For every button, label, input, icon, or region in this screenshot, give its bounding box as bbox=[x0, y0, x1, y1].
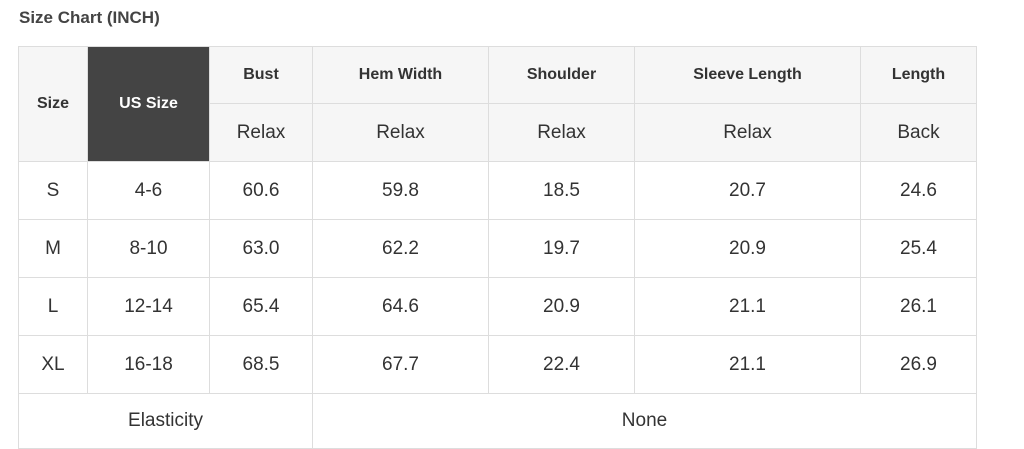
table-row: M 8-10 63.0 62.2 19.7 20.9 25.4 bbox=[18, 219, 977, 278]
elasticity-row: Elasticity None bbox=[18, 393, 977, 449]
sub-shoulder: Relax bbox=[488, 103, 635, 162]
cell-us-size: 16-18 bbox=[87, 335, 210, 394]
sub-hem-width: Relax bbox=[312, 103, 489, 162]
cell-bust: 60.6 bbox=[209, 161, 313, 220]
header-row: Size US Size Bust Hem Width Shoulder Sle… bbox=[18, 46, 977, 162]
header-us-size: US Size bbox=[87, 46, 210, 162]
sub-bust: Relax bbox=[209, 103, 313, 162]
cell-length: 25.4 bbox=[860, 219, 977, 278]
elasticity-label: Elasticity bbox=[18, 393, 313, 449]
cell-us-size: 8-10 bbox=[87, 219, 210, 278]
size-chart-title: Size Chart (INCH) bbox=[19, 8, 160, 27]
cell-shoulder: 22.4 bbox=[488, 335, 635, 394]
cell-length: 24.6 bbox=[860, 161, 977, 220]
cell-bust: 65.4 bbox=[209, 277, 313, 336]
table-row: S 4-6 60.6 59.8 18.5 20.7 24.6 bbox=[18, 161, 977, 220]
cell-length: 26.9 bbox=[860, 335, 977, 394]
header-sleeve-length: Sleeve Length bbox=[634, 46, 861, 104]
cell-us-size: 12-14 bbox=[87, 277, 210, 336]
cell-shoulder: 18.5 bbox=[488, 161, 635, 220]
sub-length: Back bbox=[860, 103, 977, 162]
header-bust: Bust bbox=[209, 46, 313, 104]
cell-hem-width: 59.8 bbox=[312, 161, 489, 220]
cell-hem-width: 67.7 bbox=[312, 335, 489, 394]
cell-size: XL bbox=[18, 335, 88, 394]
header-shoulder: Shoulder bbox=[488, 46, 635, 104]
cell-hem-width: 62.2 bbox=[312, 219, 489, 278]
header-hem-width: Hem Width bbox=[312, 46, 489, 104]
table-row: L 12-14 65.4 64.6 20.9 21.1 26.1 bbox=[18, 277, 977, 336]
cell-shoulder: 19.7 bbox=[488, 219, 635, 278]
cell-us-size: 4-6 bbox=[87, 161, 210, 220]
cell-size: S bbox=[18, 161, 88, 220]
subheader-row: Relax Relax Relax Relax Back bbox=[19, 103, 977, 162]
cell-sleeve-length: 20.7 bbox=[634, 161, 861, 220]
cell-size: L bbox=[18, 277, 88, 336]
size-chart-table: Size US Size Bust Hem Width Shoulder Sle… bbox=[18, 46, 977, 449]
cell-bust: 68.5 bbox=[209, 335, 313, 394]
sub-sleeve-length: Relax bbox=[634, 103, 861, 162]
cell-sleeve-length: 21.1 bbox=[634, 277, 861, 336]
cell-size: M bbox=[18, 219, 88, 278]
cell-sleeve-length: 20.9 bbox=[634, 219, 861, 278]
cell-hem-width: 64.6 bbox=[312, 277, 489, 336]
cell-bust: 63.0 bbox=[209, 219, 313, 278]
cell-sleeve-length: 21.1 bbox=[634, 335, 861, 394]
header-length: Length bbox=[860, 46, 977, 104]
cell-shoulder: 20.9 bbox=[488, 277, 635, 336]
cell-length: 26.1 bbox=[860, 277, 977, 336]
elasticity-value: None bbox=[312, 393, 977, 449]
header-size: Size bbox=[18, 46, 88, 162]
table-row: XL 16-18 68.5 67.7 22.4 21.1 26.9 bbox=[18, 335, 977, 394]
